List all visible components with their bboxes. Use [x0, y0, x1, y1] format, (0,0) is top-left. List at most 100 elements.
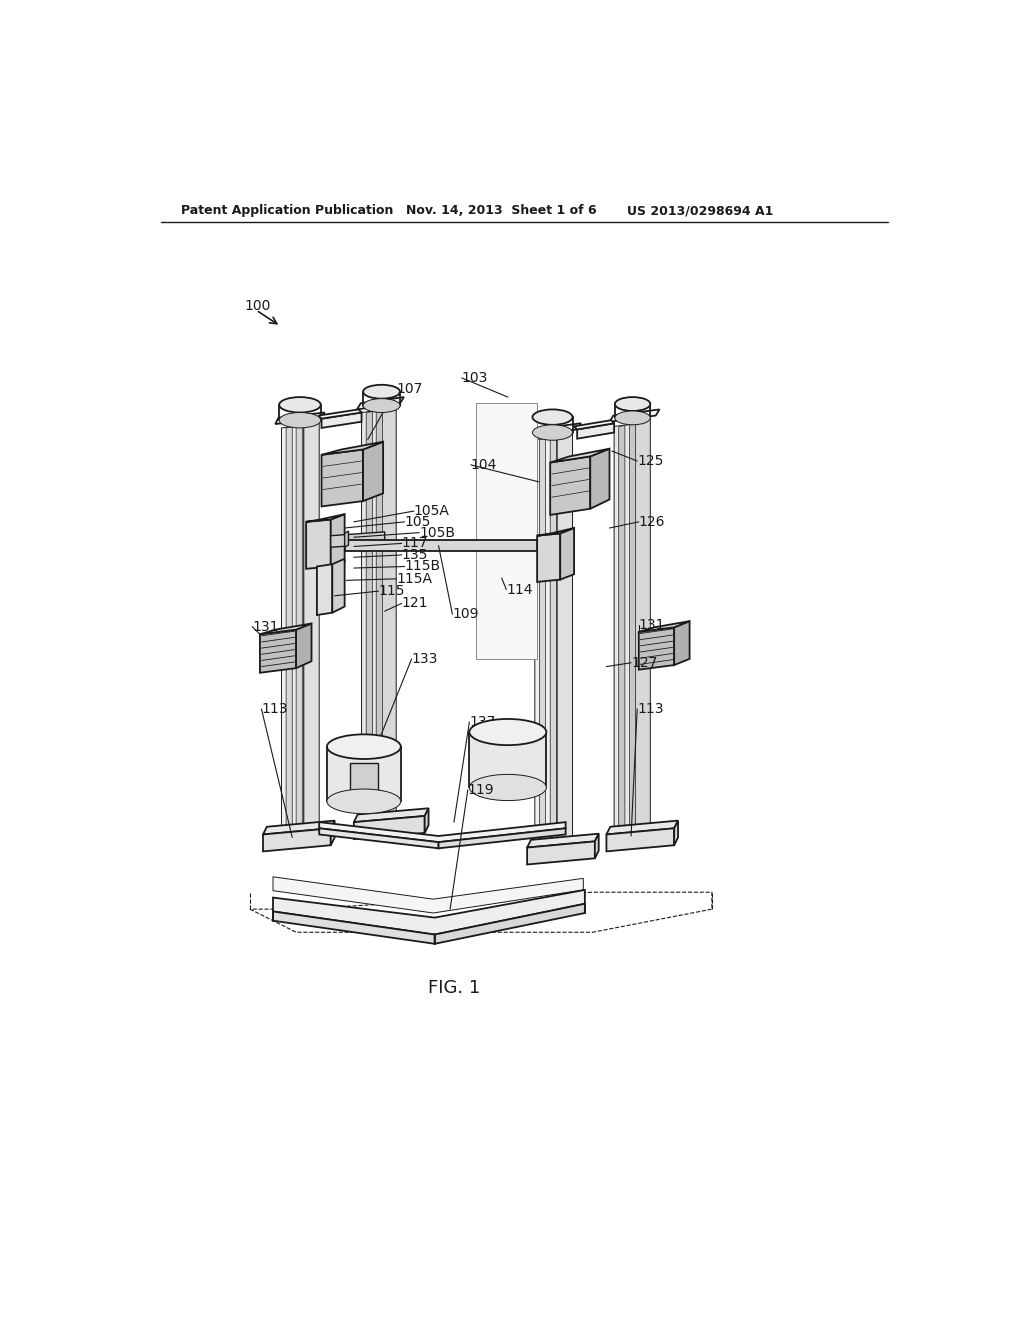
Polygon shape [296, 425, 302, 837]
Polygon shape [630, 424, 636, 837]
Ellipse shape [364, 399, 400, 413]
Polygon shape [331, 532, 385, 548]
Text: 127: 127 [631, 656, 657, 669]
Polygon shape [674, 821, 678, 845]
Text: Patent Application Publication: Patent Application Publication [180, 205, 393, 218]
Polygon shape [273, 890, 585, 935]
Polygon shape [273, 876, 584, 913]
Ellipse shape [364, 385, 400, 399]
Text: US 2013/0298694 A1: US 2013/0298694 A1 [628, 205, 773, 218]
Polygon shape [316, 564, 333, 615]
Text: 131: 131 [252, 619, 279, 634]
Polygon shape [376, 411, 382, 825]
Polygon shape [333, 558, 345, 612]
Ellipse shape [280, 412, 321, 428]
Ellipse shape [469, 775, 547, 800]
Polygon shape [354, 808, 429, 822]
Text: 113: 113 [637, 702, 664, 715]
Polygon shape [319, 822, 565, 842]
Polygon shape [367, 412, 373, 825]
Polygon shape [322, 442, 383, 455]
Polygon shape [306, 515, 345, 521]
Ellipse shape [614, 411, 650, 425]
Text: 109: 109 [453, 607, 479, 622]
Polygon shape [560, 528, 574, 579]
Text: 131: 131 [639, 618, 666, 632]
Polygon shape [639, 627, 674, 669]
Ellipse shape [327, 734, 400, 759]
Polygon shape [674, 622, 689, 665]
Polygon shape [590, 449, 609, 508]
Polygon shape [609, 409, 659, 422]
Polygon shape [557, 432, 572, 847]
Text: 100: 100 [245, 300, 271, 313]
Polygon shape [306, 520, 331, 569]
Text: 115: 115 [379, 585, 406, 598]
Polygon shape [606, 821, 678, 834]
Text: 113: 113 [261, 702, 288, 715]
Polygon shape [296, 623, 311, 668]
Text: 121: 121 [401, 597, 428, 610]
Polygon shape [381, 405, 396, 825]
Text: 133: 133 [412, 652, 438, 665]
Polygon shape [319, 829, 438, 849]
Polygon shape [606, 829, 674, 851]
Ellipse shape [327, 789, 400, 813]
Ellipse shape [532, 409, 572, 425]
Text: 126: 126 [639, 515, 666, 529]
Polygon shape [282, 425, 304, 838]
Text: 104: 104 [471, 458, 498, 471]
Polygon shape [635, 418, 650, 836]
Polygon shape [574, 420, 614, 429]
Polygon shape [435, 904, 585, 944]
Polygon shape [578, 424, 614, 438]
Polygon shape [550, 437, 556, 849]
Text: 103: 103 [462, 371, 488, 385]
Polygon shape [260, 623, 311, 635]
Polygon shape [364, 442, 383, 502]
Polygon shape [527, 841, 595, 865]
Polygon shape [345, 531, 348, 548]
Polygon shape [327, 747, 400, 801]
Polygon shape [527, 834, 599, 847]
Ellipse shape [469, 719, 547, 744]
Polygon shape [331, 515, 345, 566]
Text: 135: 135 [401, 548, 428, 562]
Ellipse shape [614, 397, 650, 411]
Polygon shape [263, 821, 335, 834]
Polygon shape [425, 808, 429, 833]
Polygon shape [614, 424, 635, 838]
Text: 114: 114 [506, 582, 532, 597]
Polygon shape [475, 404, 538, 659]
Polygon shape [304, 420, 319, 836]
Polygon shape [639, 622, 689, 632]
Polygon shape [361, 411, 381, 826]
Text: FIG. 1: FIG. 1 [428, 979, 480, 998]
Polygon shape [469, 733, 547, 788]
Polygon shape [538, 528, 574, 536]
Polygon shape [318, 409, 361, 418]
Polygon shape [438, 829, 565, 849]
Text: 107: 107 [396, 383, 423, 396]
Polygon shape [331, 821, 335, 845]
Text: 105: 105 [404, 515, 431, 529]
Polygon shape [618, 425, 625, 837]
Ellipse shape [532, 425, 572, 441]
Polygon shape [322, 412, 361, 428]
Polygon shape [354, 816, 425, 840]
Ellipse shape [280, 397, 321, 413]
Text: Nov. 14, 2013  Sheet 1 of 6: Nov. 14, 2013 Sheet 1 of 6 [407, 205, 597, 218]
Text: 115A: 115A [396, 572, 432, 586]
Text: 105B: 105B [419, 525, 456, 540]
Polygon shape [350, 763, 378, 789]
Polygon shape [529, 424, 581, 436]
Polygon shape [535, 437, 557, 850]
Polygon shape [260, 630, 296, 673]
Polygon shape [273, 911, 435, 944]
Text: 115B: 115B [404, 560, 440, 573]
Text: 137: 137 [469, 715, 496, 729]
Polygon shape [275, 412, 325, 424]
Polygon shape [550, 449, 609, 462]
Polygon shape [322, 449, 364, 507]
Text: 117: 117 [401, 536, 428, 550]
